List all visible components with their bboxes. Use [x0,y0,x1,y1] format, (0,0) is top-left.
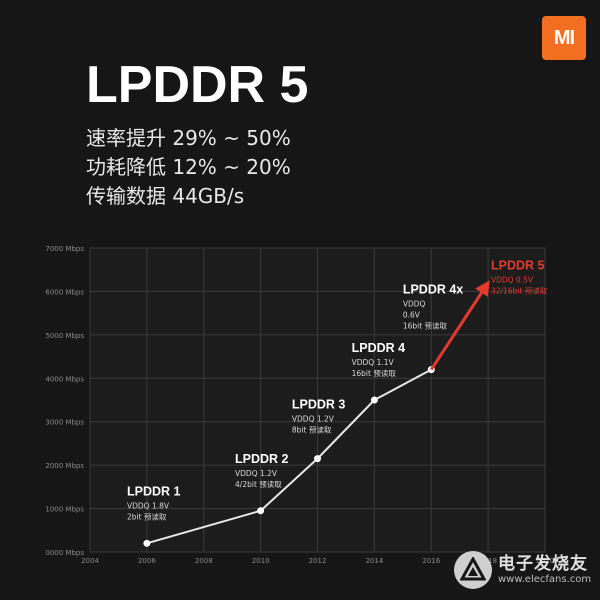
spec-bandwidth: 传输数据 44GB/s [86,184,245,208]
annotation-detail: 4/2bit 预读取 [235,479,282,489]
annotation-detail: VDDQ 0.5V [491,276,534,285]
x-tick-label: 2016 [422,557,440,565]
annotation-detail: 8bit 预读取 [292,425,332,435]
watermark-cn: 电子发烧友 [498,554,588,575]
annotation-title: LPDDR 2 [235,452,289,466]
y-tick-label: 4000 Mbps [45,375,84,383]
y-tick-label: 3000 Mbps [45,419,84,427]
x-tick-label: 2014 [365,557,383,565]
annotation-detail: 16bit 预读取 [403,321,448,331]
x-tick-label: 2012 [309,557,327,565]
mi-logo: MI [542,16,586,60]
annotation-detail: VDDQ 1.2V [292,415,335,424]
annotation-detail: 32/16bit 预读取 [491,286,548,296]
annotation-title: LPDDR 5 [491,259,545,273]
annotation-title: LPDDR 4x [403,283,463,297]
x-tick-label: 2020 [536,557,554,565]
annotation-detail: 16bit 预读取 [352,368,397,378]
spec-speed: 速率提升 29% ~ 50% [86,126,291,150]
annotation-title: LPDDR 4 [352,341,406,355]
annotation-title: LPDDR 3 [292,398,346,412]
annotation-detail: VDDQ 1.1V [352,358,395,367]
y-tick-label: 6000 Mbps [45,288,84,296]
series-arrow-lpddr5 [429,280,490,371]
data-point [257,507,265,515]
annotation-detail: VDDQ 1.2V [235,469,278,478]
annotation-title: LPDDR 1 [127,485,181,499]
y-tick-label: 5000 Mbps [45,332,84,340]
y-tick-label: 7000 Mbps [45,245,84,253]
x-tick-label: 2008 [195,557,213,565]
watermark-en: www.elecfans.com [498,573,592,585]
y-tick-label: 0000 Mbps [45,549,84,557]
x-tick-label: 2010 [252,557,270,565]
data-point [370,396,378,404]
y-tick-label: 1000 Mbps [45,506,84,514]
x-tick-label: 2004 [81,557,99,565]
spec-power: 功耗降低 12% ~ 20% [86,155,291,179]
spec-list: 速率提升 29% ~ 50% 功耗降低 12% ~ 20% 传输数据 44GB/… [86,124,291,211]
watermark: 电子发烧友 www.elecfans.com [454,545,594,595]
data-point [314,455,321,463]
annotation-detail: 0.6V [403,311,421,320]
annotation-detail: 2bit 预读取 [127,512,167,522]
x-tick-label: 2006 [138,557,156,565]
y-tick-label: 2000 Mbps [45,462,84,470]
elecfans-logo-icon [454,551,492,589]
annotation-detail: VDDQ 1.8V [127,502,170,511]
page-title: LPDDR 5 [86,56,309,114]
annotation-detail: VDDQ [403,300,426,309]
data-point [143,539,151,547]
